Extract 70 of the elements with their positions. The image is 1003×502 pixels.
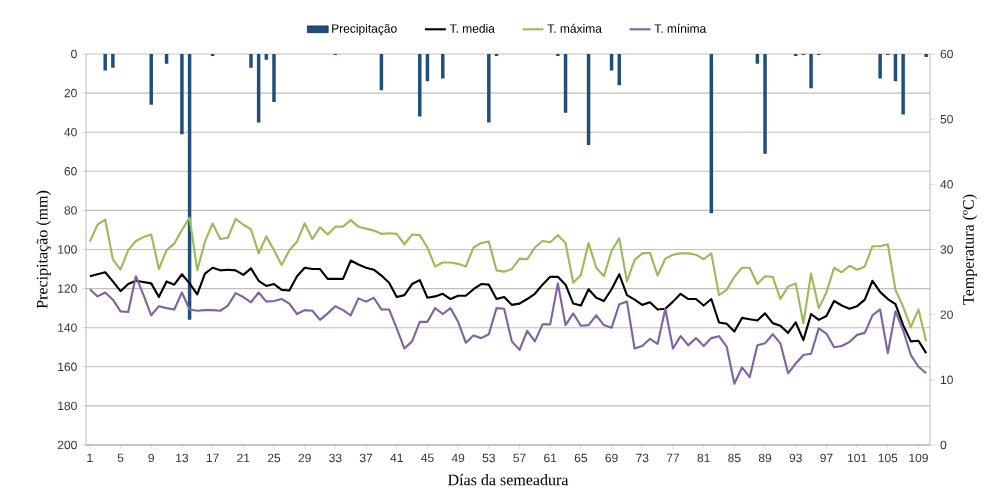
y-tick-label: 200 — [57, 440, 77, 450]
x-tick-label: 105 — [878, 453, 898, 463]
bar — [441, 54, 445, 79]
y-tick-label: 160 — [58, 362, 77, 372]
y2-tick-label: 50 — [940, 114, 953, 124]
bar — [180, 54, 184, 135]
y2-tick-label: 60 — [940, 49, 953, 59]
bar — [901, 54, 905, 115]
x-tick-label: 93 — [789, 453, 802, 463]
x-tick-label: 57 — [513, 453, 526, 463]
x-tick-label: 9 — [148, 453, 154, 463]
x-tick-label: 1 — [87, 453, 93, 462]
y2-tick-label: 0 — [940, 440, 947, 450]
legend-label: T. mínima — [654, 23, 707, 33]
y2-tick-label: 10 — [940, 375, 953, 385]
x-tick-label: 69 — [605, 453, 618, 463]
bar — [111, 54, 115, 68]
y-tick-label: 60 — [64, 167, 77, 176]
x-tick-label: 89 — [758, 453, 772, 463]
y-axis-title: Precipitação (mm) — [36, 190, 51, 309]
y-tick-label: 40 — [64, 127, 77, 137]
x-tick-label: 5 — [117, 453, 124, 463]
x-tick-label: 85 — [728, 453, 741, 463]
x-tick-label: 33 — [329, 453, 342, 463]
legend-label: Precipitação — [332, 23, 397, 36]
line-series — [88, 275, 928, 385]
x-tick-label: 41 — [390, 453, 403, 462]
bar — [924, 54, 928, 57]
legend-label: T. máxima — [547, 23, 602, 33]
x-tick-label: 21 — [237, 453, 250, 463]
y-tick-label: 180 — [58, 401, 77, 411]
bar — [487, 54, 491, 123]
x-tick-label: 97 — [820, 453, 833, 463]
x-tick-label: 109 — [909, 453, 928, 463]
line-series — [88, 216, 928, 343]
x-tick-label: 17 — [206, 453, 219, 462]
y-tick-label: 20 — [64, 88, 77, 98]
y-tick-label: 120 — [58, 284, 77, 293]
y-tick-label: 140 — [58, 323, 77, 332]
x-tick-label: 29 — [298, 453, 311, 463]
y-tick-label: 100 — [58, 245, 77, 254]
y-tick-label: 80 — [64, 206, 77, 215]
x-tick-label: 13 — [176, 453, 189, 463]
bar — [809, 54, 813, 89]
x-tick-label: 25 — [267, 453, 281, 463]
bar — [249, 54, 253, 68]
x-tick-label: 101 — [848, 453, 867, 463]
y2-axis-title: Temperatura (ºC) — [962, 194, 978, 305]
y2-tick-label: 40 — [940, 180, 953, 189]
bar — [878, 54, 882, 79]
bar — [763, 54, 767, 154]
x-tick-label: 45 — [421, 453, 434, 463]
x-tick-label: 65 — [574, 453, 588, 463]
bar — [264, 54, 269, 60]
x-axis-title: Días da semeadura — [448, 474, 569, 486]
x-tick-label: 53 — [482, 453, 495, 463]
y2-tick-label: 30 — [940, 245, 953, 254]
bar — [272, 54, 276, 102]
x-tick-label: 37 — [359, 453, 373, 463]
x-tick-label: 73 — [636, 453, 649, 463]
legend-label: T. media — [449, 23, 495, 33]
x-tick-label: 61 — [544, 453, 557, 463]
bar — [103, 54, 107, 71]
x-tick-label: 77 — [666, 453, 680, 462]
x-tick-label: 81 — [697, 453, 710, 463]
y-tick-label: 0 — [71, 49, 77, 59]
bar — [149, 54, 153, 105]
bar — [418, 54, 422, 117]
y2-tick-label: 20 — [940, 310, 953, 319]
x-tick-label: 49 — [451, 453, 465, 463]
